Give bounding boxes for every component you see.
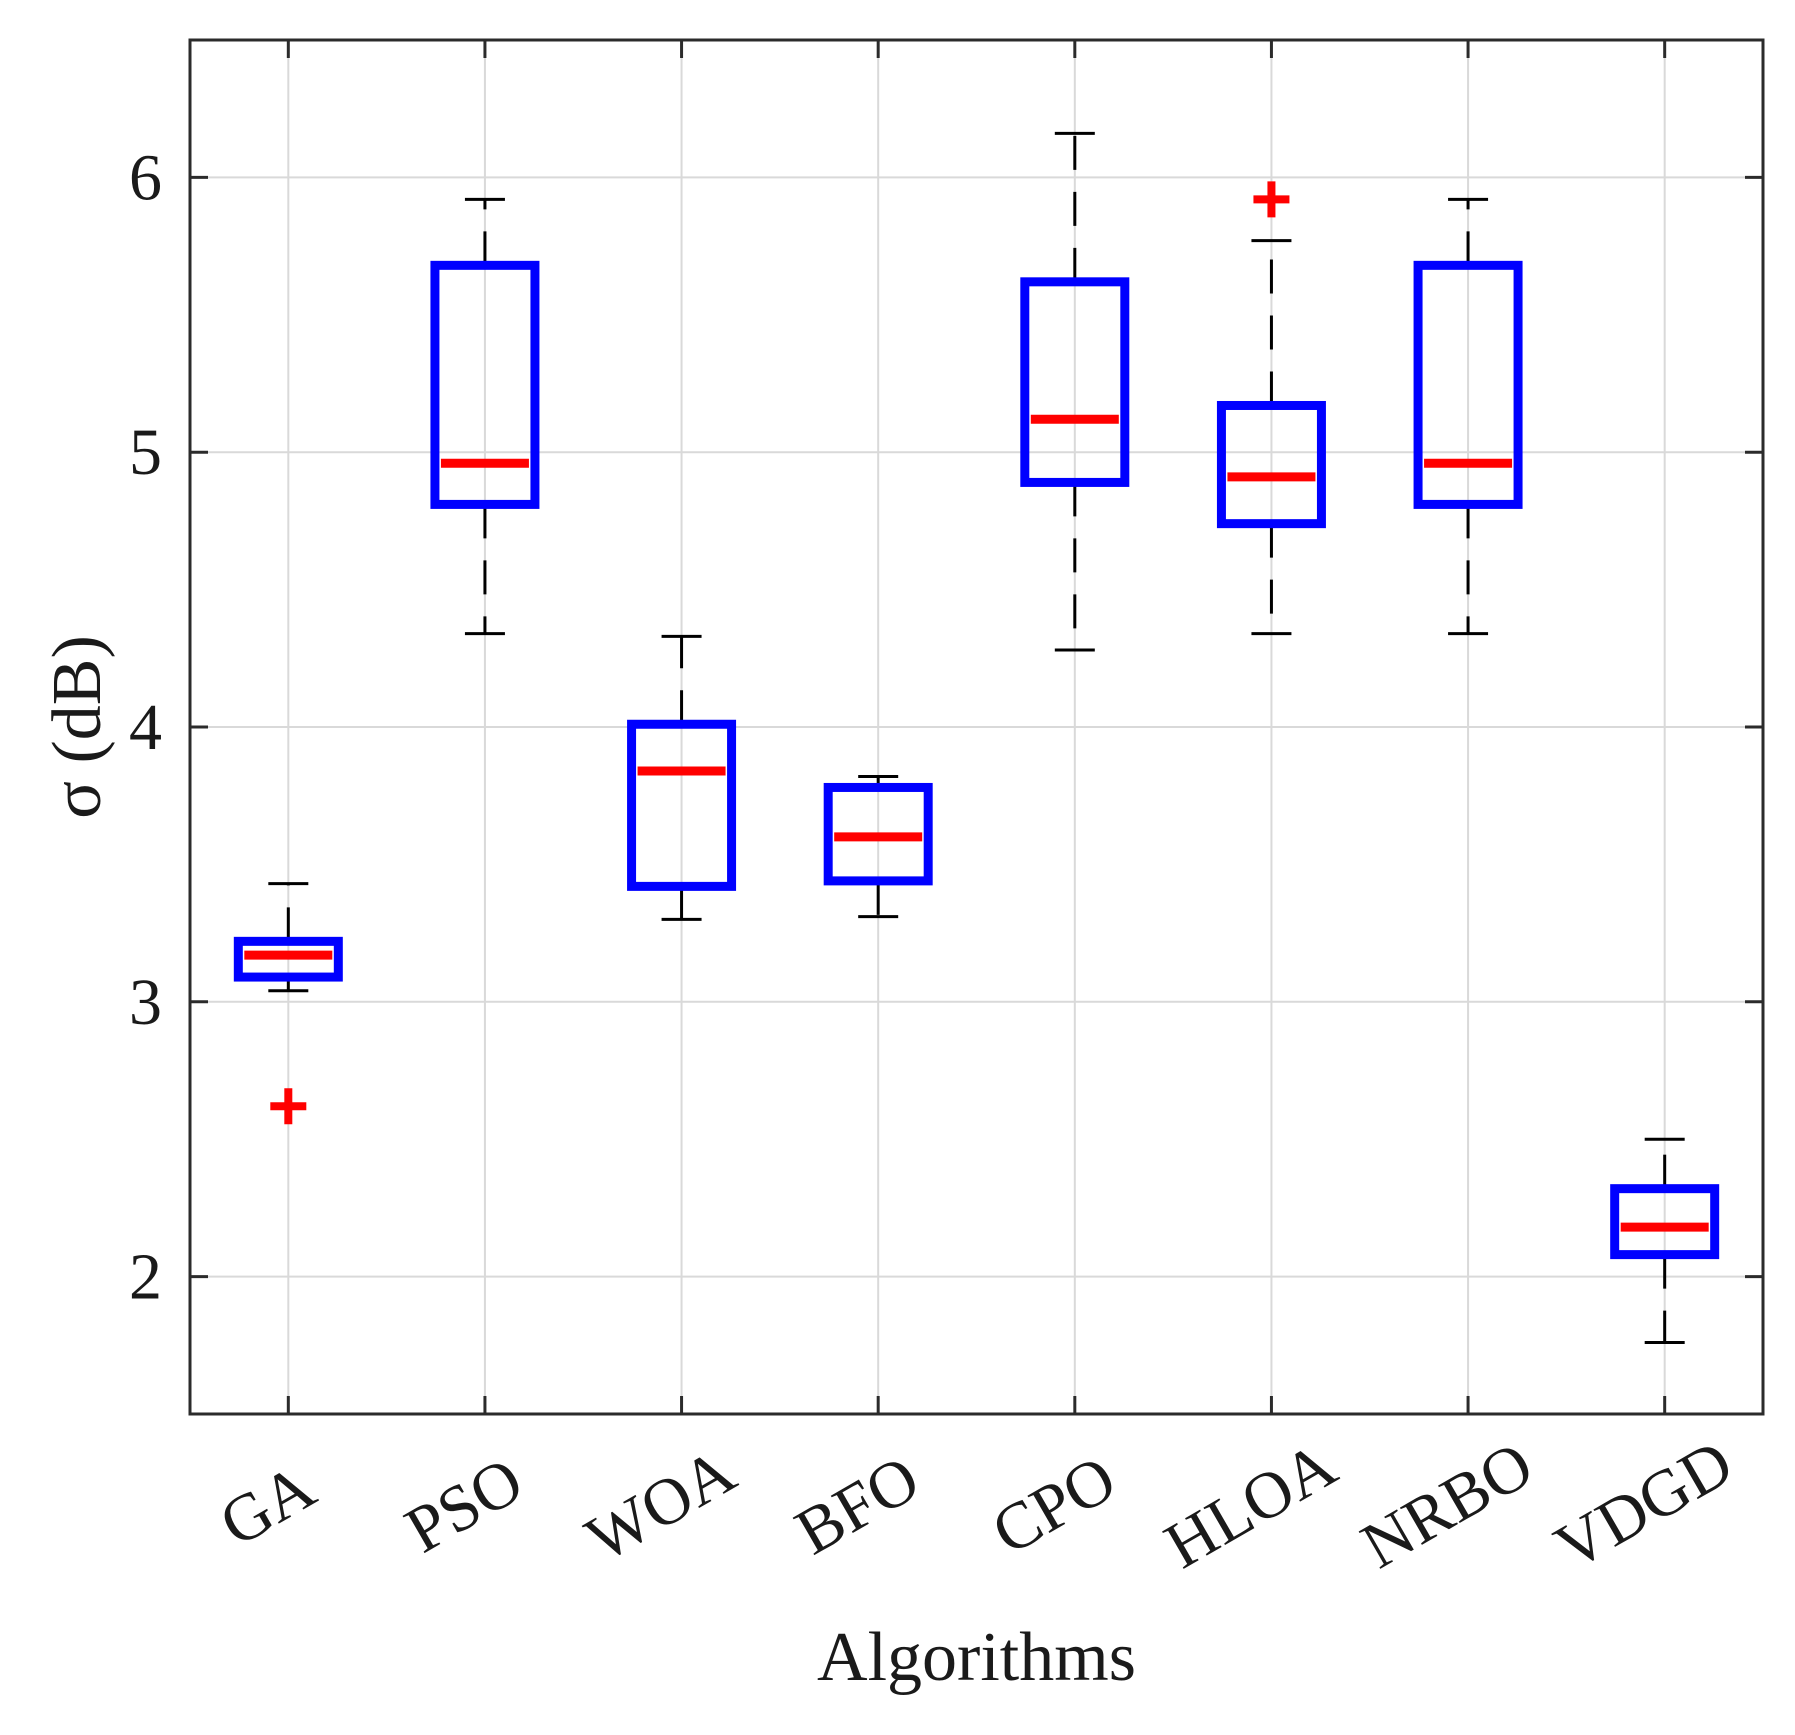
y-tick-label: 4 (129, 691, 162, 764)
x-tick-label: VDGD (1543, 1426, 1745, 1585)
iqr-box (1610, 1184, 1720, 1260)
box-cpo (1020, 131, 1130, 652)
y-tick-label: 5 (129, 416, 162, 489)
iqr-box (823, 782, 933, 886)
y-tick-label: 2 (129, 1241, 162, 1314)
x-axis-title: Algorithms (817, 1619, 1136, 1696)
iqr-box (627, 719, 737, 891)
x-tick-label: HLOA (1153, 1428, 1349, 1583)
box-vdgd (1610, 1137, 1720, 1345)
box-nrbo (1413, 197, 1523, 636)
grid-lines (190, 40, 1763, 1414)
box-series (233, 131, 1720, 1345)
box-bfo (823, 774, 933, 919)
x-tick-label: WOA (574, 1434, 747, 1576)
iqr-box (1216, 400, 1326, 529)
box-pso (430, 197, 540, 636)
x-tick-label: CPO (980, 1442, 1128, 1569)
box-woa (627, 634, 737, 921)
outlier-marker (1253, 181, 1290, 218)
x-tick-label: GA (208, 1450, 327, 1561)
box-ga (233, 882, 343, 1125)
x-tick-label: PSO (394, 1444, 535, 1568)
outlier-marker (270, 1088, 307, 1125)
iqr-box (1020, 277, 1130, 487)
iqr-box (233, 936, 343, 982)
box-hloa (1216, 181, 1326, 636)
y-tick-label: 6 (129, 141, 162, 214)
y-tick-label: 3 (129, 966, 162, 1039)
x-tick-label: BFO (784, 1442, 932, 1569)
y-axis-title: σ (dB) (39, 635, 116, 819)
iqr-box (1413, 260, 1523, 509)
x-tick-label: NRBO (1350, 1428, 1545, 1583)
iqr-box (430, 260, 540, 509)
